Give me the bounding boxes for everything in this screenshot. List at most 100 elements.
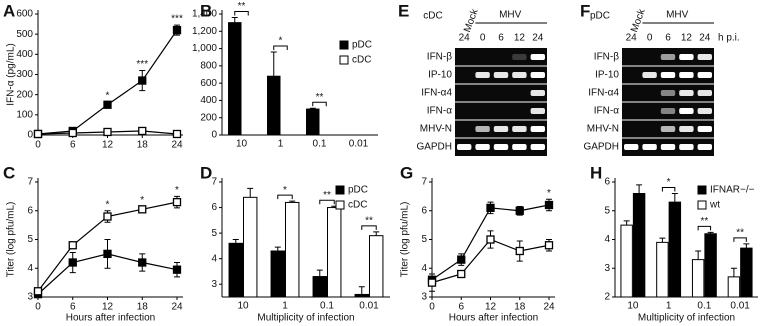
lane-label: 24 xyxy=(532,33,544,44)
marker xyxy=(103,249,112,259)
gel-band xyxy=(475,144,490,150)
marker xyxy=(457,255,466,264)
lane-label: 24 xyxy=(626,33,638,44)
x-tick-label: 12 xyxy=(102,302,114,313)
y-tick-label: 3 xyxy=(211,279,217,290)
significance: ** xyxy=(238,1,246,12)
gel-band xyxy=(530,72,545,78)
x-tick-label: 24 xyxy=(171,140,183,151)
y-tick-label: 7 xyxy=(27,177,33,188)
bar xyxy=(620,224,633,298)
error-bar xyxy=(695,250,702,260)
y-axis-title: IFN-α (pg/mL) xyxy=(6,43,17,105)
marker xyxy=(172,197,182,207)
legend-label: pDC xyxy=(348,185,368,196)
significance-bracket xyxy=(697,225,712,231)
error-bar xyxy=(623,220,630,226)
marker xyxy=(138,258,147,267)
x-tick-label: 0.01 xyxy=(359,301,379,312)
y-tick-label: 7 xyxy=(211,177,217,188)
gel-band xyxy=(679,108,694,114)
legend-label: cDC xyxy=(348,200,367,211)
x-tick-label: 0.1 xyxy=(313,139,327,150)
marker xyxy=(138,76,147,85)
lane-label: 0 xyxy=(480,33,486,44)
panel-letter: G xyxy=(400,163,413,182)
marker xyxy=(457,269,466,279)
marker xyxy=(172,129,182,139)
gel-band xyxy=(697,144,712,150)
x-tick-label: 10 xyxy=(236,139,248,150)
error-bar xyxy=(274,246,281,251)
y-tick-label: 600 xyxy=(200,78,217,89)
bar xyxy=(327,207,342,298)
marker xyxy=(172,265,182,274)
row-label: MHV-N xyxy=(587,124,619,135)
legend-label: wt xyxy=(709,200,720,211)
lane-label: 0 xyxy=(647,33,653,44)
y-tick-label: 100 xyxy=(16,109,33,120)
marker xyxy=(138,205,147,214)
significance: * xyxy=(279,36,283,47)
gel-band xyxy=(493,126,509,132)
gel-band xyxy=(475,72,490,78)
x-axis-title: Multiplicity of infection xyxy=(257,313,354,324)
x-tick-label: 1 xyxy=(278,139,284,150)
gel-band xyxy=(512,126,527,132)
mock-label: Mock xyxy=(629,7,648,34)
x-tick-label: 1 xyxy=(282,301,288,312)
error-bar xyxy=(231,16,238,23)
marker xyxy=(68,241,77,250)
gel-band xyxy=(493,72,509,78)
row-label: MHV-N xyxy=(420,124,452,135)
gel-band xyxy=(530,54,545,60)
bar xyxy=(727,276,741,298)
marker xyxy=(68,258,77,267)
gel-band xyxy=(660,126,676,132)
x-tick-label: 10 xyxy=(237,301,249,312)
bar xyxy=(243,196,258,298)
series-line xyxy=(37,29,178,135)
significance: * xyxy=(140,195,144,206)
bar xyxy=(312,276,327,298)
marker xyxy=(544,200,554,210)
gel-band xyxy=(512,54,527,60)
virus-label: MHV xyxy=(666,10,689,21)
lane-label: 12 xyxy=(514,33,526,44)
error-bar xyxy=(743,243,750,249)
y-tick-label: 5 xyxy=(604,205,610,216)
y-tick-label: 6 xyxy=(27,205,33,216)
gel-band xyxy=(493,144,509,150)
x-tick-label: 0 xyxy=(429,302,435,313)
x-axis-title: Hours after infection xyxy=(66,313,156,324)
significance: ** xyxy=(736,227,744,238)
significance-bracket xyxy=(277,194,293,200)
marker xyxy=(427,278,437,287)
x-axis-title: Multiplicity of infection xyxy=(638,313,735,324)
marker xyxy=(515,246,524,256)
legend-label: cDC xyxy=(352,55,371,66)
error-bar xyxy=(316,269,323,277)
y-tick-label: 800 xyxy=(200,60,217,71)
gel-band xyxy=(457,144,472,150)
gel-band xyxy=(679,144,694,150)
row-label: IFN-β xyxy=(427,52,452,63)
y-tick-label: 500 xyxy=(16,29,33,40)
gel-band xyxy=(642,72,657,78)
panel-letter: B xyxy=(200,1,212,20)
significance: * xyxy=(283,185,287,196)
gel-band xyxy=(660,108,676,114)
error-bar xyxy=(659,237,666,243)
y-tick-label: 7 xyxy=(421,177,427,188)
x-tick-label: 0 xyxy=(35,302,41,313)
x-tick-label: 12 xyxy=(485,302,497,313)
y-tick-label: 4 xyxy=(27,263,33,274)
y-tick-label: 400 xyxy=(200,95,217,106)
bar xyxy=(228,22,242,136)
significance: *** xyxy=(171,14,183,25)
gel-band xyxy=(679,54,694,60)
legend-swatch xyxy=(339,40,349,50)
significance: * xyxy=(175,185,179,196)
x-tick-label: 10 xyxy=(627,301,639,312)
panel-letter: F xyxy=(580,1,590,20)
